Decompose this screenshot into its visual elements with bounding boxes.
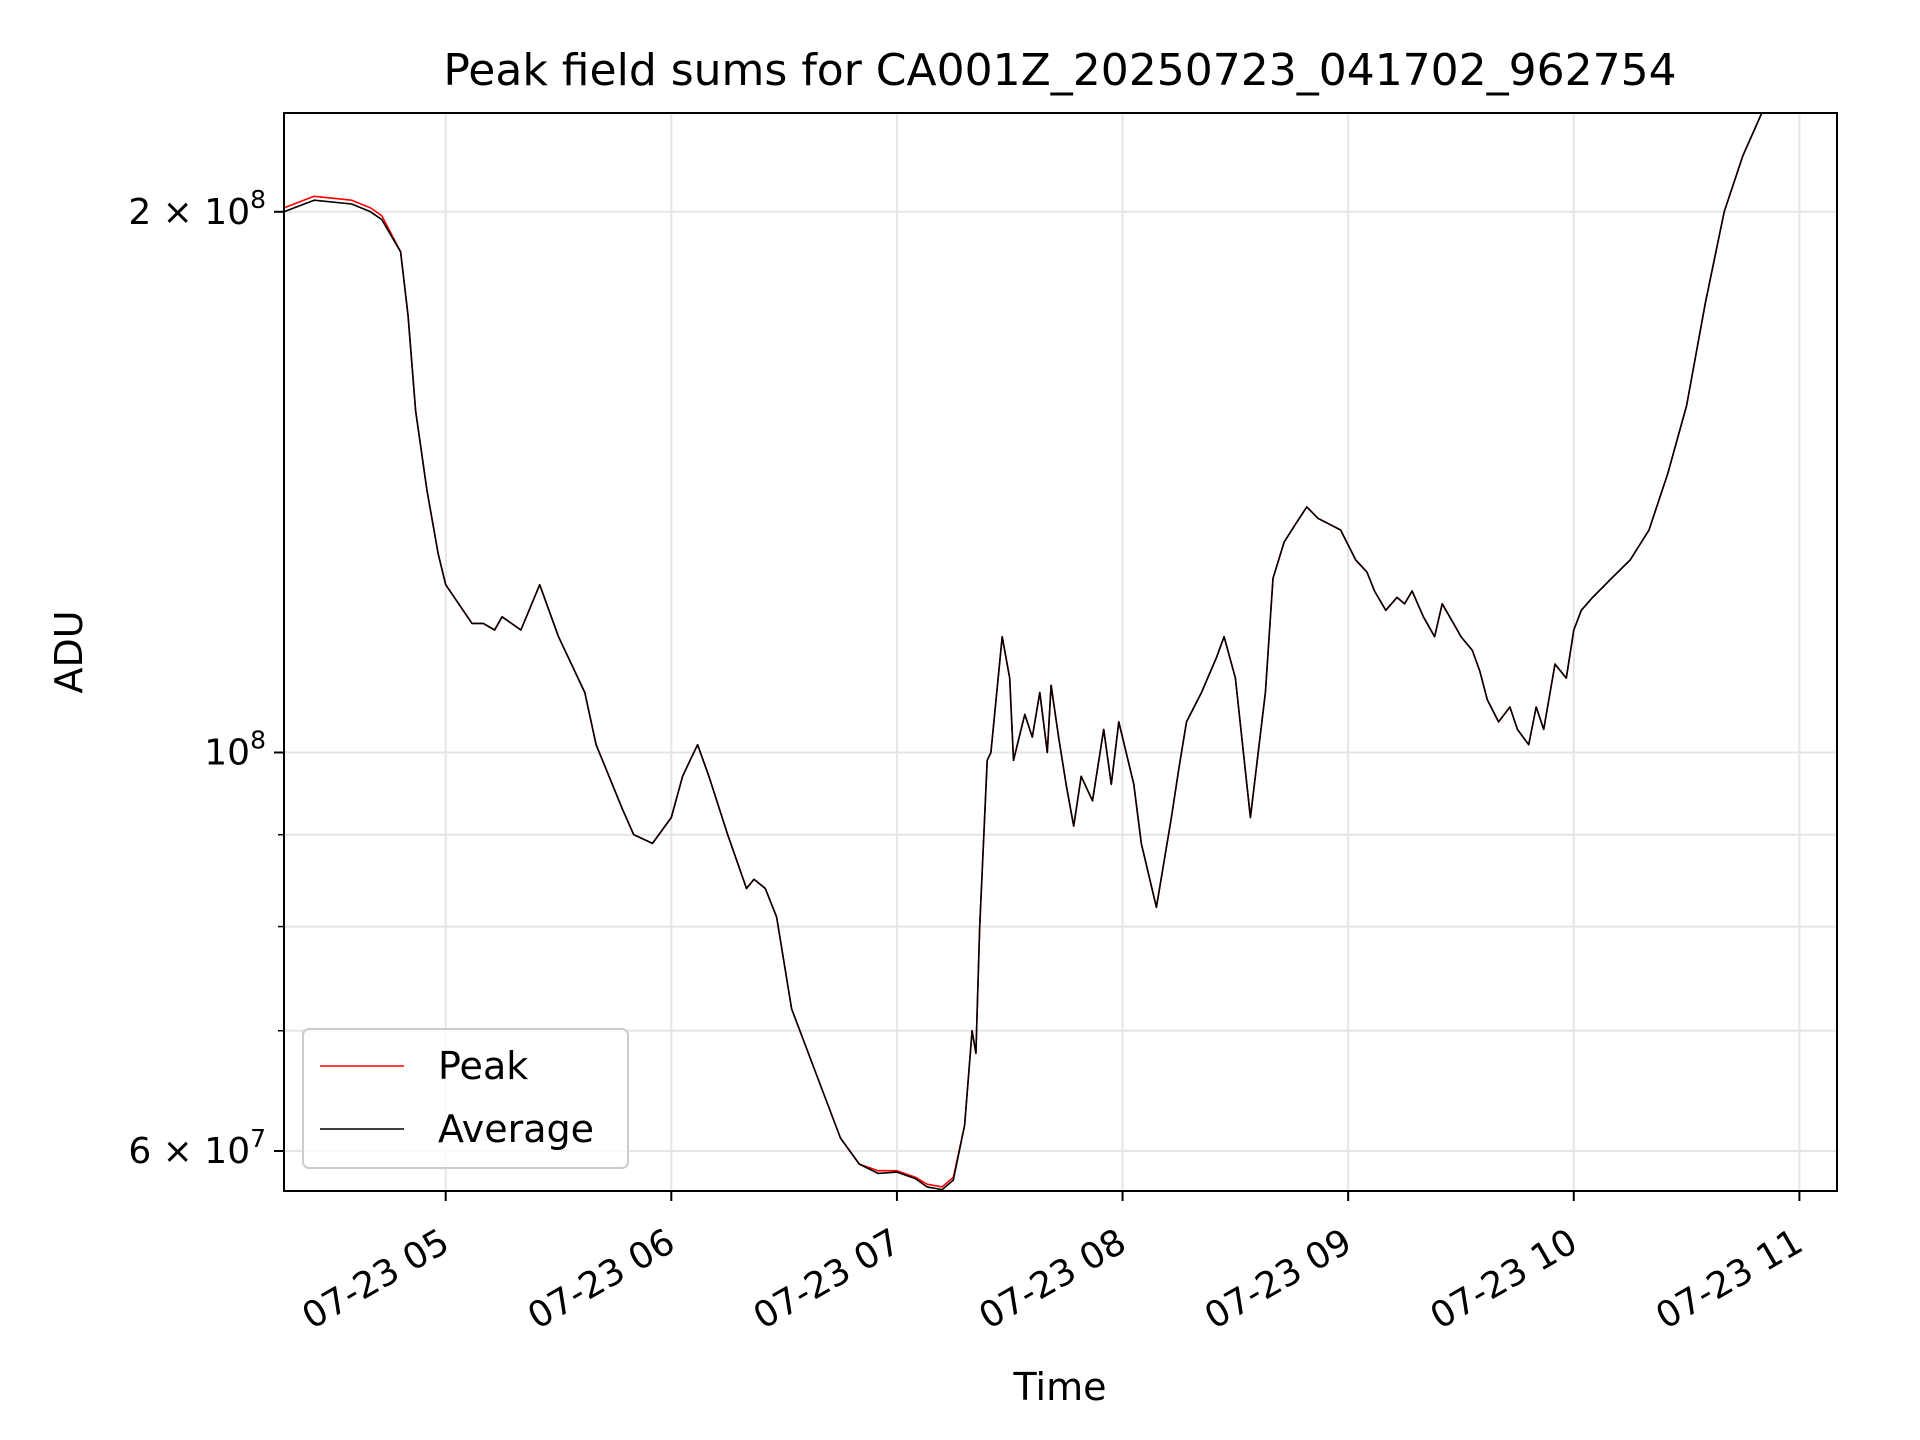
legend-peak-label: Peak <box>438 1044 528 1088</box>
y-axis-label: ADU <box>47 610 91 693</box>
plot-frame <box>283 112 1838 1192</box>
y-tick-label: 108 <box>204 725 266 773</box>
legend: Peak Average <box>302 1028 629 1169</box>
y-axis: 6 × 107 108 2 × 108 <box>128 185 284 1172</box>
x-axis-label: Time <box>1013 1365 1107 1409</box>
series-line-average <box>283 112 1763 1191</box>
legend-average-label: Average <box>438 1107 594 1151</box>
legend-box <box>302 1028 629 1169</box>
chart-title: Peak field sums for CA001Z_20250723_0417… <box>443 45 1676 96</box>
series-group <box>283 112 1763 1191</box>
y-tick-label: 6 × 107 <box>128 1124 266 1172</box>
y-tick-label: 2 × 108 <box>128 185 266 233</box>
